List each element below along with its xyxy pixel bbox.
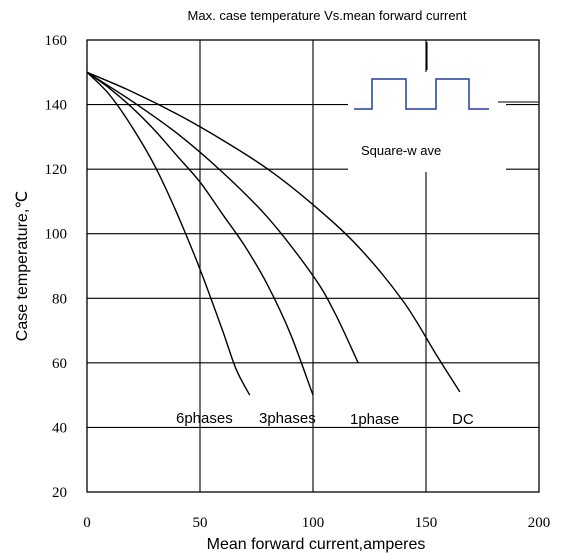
series-label-3phases: 3phases xyxy=(259,410,316,427)
y-tick-label: 120 xyxy=(45,162,68,178)
x-axis-label: Mean forward current,amperes xyxy=(207,536,426,553)
y-tick-label: 20 xyxy=(52,485,67,501)
series-label-6phases: 6phases xyxy=(176,410,233,427)
series-label-dc: DC xyxy=(452,411,474,428)
chart-title: Max. case temperature Vs.mean forward cu… xyxy=(188,8,467,23)
series-line-6phases xyxy=(86,71,251,396)
x-tick-label: 150 xyxy=(415,515,438,531)
y-tick-label: 80 xyxy=(52,291,67,307)
y-axis-label: Case temperature,℃ xyxy=(14,191,31,341)
series-line-3phases xyxy=(86,71,314,396)
series-label-1phase: 1phase xyxy=(350,411,399,428)
square-wave-inset: Square-w ave xyxy=(348,42,539,172)
series-line-dc xyxy=(86,71,461,393)
tick-layer: 0 50 100 150 200 20 40 60 80 100 120 140 160 xyxy=(45,33,551,531)
x-tick-label: 0 xyxy=(83,515,91,531)
y-tick-label: 60 xyxy=(52,356,67,372)
x-tick-label: 200 xyxy=(528,515,551,531)
square-wave-icon xyxy=(354,78,489,110)
square-wave-label: Square-w ave xyxy=(361,143,441,158)
y-tick-label: 40 xyxy=(52,420,67,436)
x-tick-label: 50 xyxy=(193,515,208,531)
plot-frame xyxy=(86,39,540,493)
inset-background xyxy=(348,72,506,172)
series-layer xyxy=(86,71,461,396)
y-tick-label: 100 xyxy=(45,227,68,243)
y-tick-label: 140 xyxy=(45,98,68,114)
y-tick-label: 160 xyxy=(45,33,68,49)
x-tick-label: 100 xyxy=(302,515,325,531)
series-line-1phase xyxy=(86,71,359,364)
